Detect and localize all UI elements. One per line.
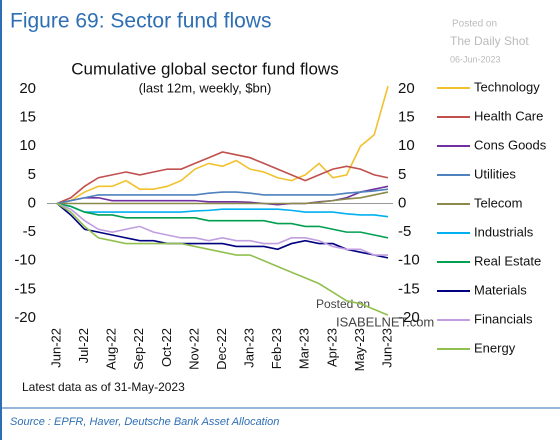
x-tick-label: Oct-22 — [159, 328, 174, 367]
y-tick-label: 20 — [19, 80, 36, 97]
data-note: Latest data as of 31-May-2023 — [22, 380, 185, 394]
legend-label: Real Estate — [474, 253, 541, 268]
y2-tick-label: -5 — [398, 223, 411, 240]
y-tick-label: 15 — [19, 109, 36, 126]
legend-label: Utilities — [474, 166, 516, 181]
x-tick-label: Jul-22 — [76, 328, 91, 363]
legend-label: Health Care — [474, 108, 543, 123]
series-line — [56, 151, 389, 205]
legend-label: Materials — [474, 282, 527, 297]
x-tick-label: May-23 — [352, 328, 367, 371]
source: Source : EPFR, Haver, Deutsche Bank Asse… — [10, 416, 279, 428]
y-tick-label: -20 — [14, 309, 36, 326]
series-line — [56, 202, 389, 239]
y2-tick-label: -15 — [398, 280, 420, 297]
y-tick-label: 0 — [28, 194, 36, 211]
watermark: ISABELNET.com — [336, 314, 434, 329]
watermark: Posted on — [452, 19, 497, 30]
series-line — [57, 191, 389, 205]
series-line — [56, 202, 389, 316]
chart-subtitle: (last 12m, weekly, $bn) — [139, 80, 272, 95]
watermark: The Daily Shot — [450, 34, 529, 48]
x-tick-label: Sep-22 — [131, 328, 146, 370]
series-line — [56, 202, 388, 256]
chart-title: Cumulative global sector fund flows — [71, 59, 338, 78]
y-tick-label: 5 — [28, 166, 36, 183]
y2-tick-label: -20 — [398, 309, 420, 326]
y2-tick-label: 10 — [398, 137, 415, 154]
x-tick-label: Mar-23 — [297, 328, 312, 369]
watermark: 06-Jun-2023 — [450, 54, 501, 64]
y-tick-label: -10 — [14, 252, 36, 269]
legend-label: Technology — [474, 79, 540, 94]
legend-label: Telecom — [474, 195, 522, 210]
x-tick-label: Nov-22 — [186, 328, 201, 370]
figure-title: Figure 69: Sector fund flows — [10, 10, 271, 33]
series-line — [56, 188, 389, 205]
x-tick-label: Aug-22 — [104, 328, 119, 370]
x-tick-label: Jan-23 — [242, 328, 257, 368]
series-line — [56, 202, 389, 218]
legend-label: Cons Goods — [474, 137, 547, 152]
series-line — [56, 202, 389, 259]
y-tick-label: 10 — [19, 137, 36, 154]
watermark: Posted on — [316, 297, 370, 311]
y2-tick-label: 5 — [398, 166, 406, 183]
y2-tick-label: -10 — [398, 252, 420, 269]
y-tick-label: -15 — [14, 280, 36, 297]
y-tick-label: -5 — [23, 223, 36, 240]
x-tick-label: Apr-23 — [324, 328, 339, 367]
x-tick-label: Jun-23 — [379, 328, 394, 368]
y2-tick-label: 15 — [398, 109, 415, 126]
x-tick-label: Feb-23 — [269, 328, 284, 369]
legend-label: Industrials — [474, 224, 534, 239]
series-line — [56, 85, 389, 205]
y2-tick-label: 0 — [398, 194, 406, 211]
x-tick-label: Jun-22 — [48, 328, 63, 368]
legend-label: Financials — [474, 311, 533, 326]
y2-tick-label: 20 — [398, 80, 415, 97]
legend-label: Energy — [474, 340, 516, 355]
x-tick-label: Dec-22 — [214, 328, 229, 370]
